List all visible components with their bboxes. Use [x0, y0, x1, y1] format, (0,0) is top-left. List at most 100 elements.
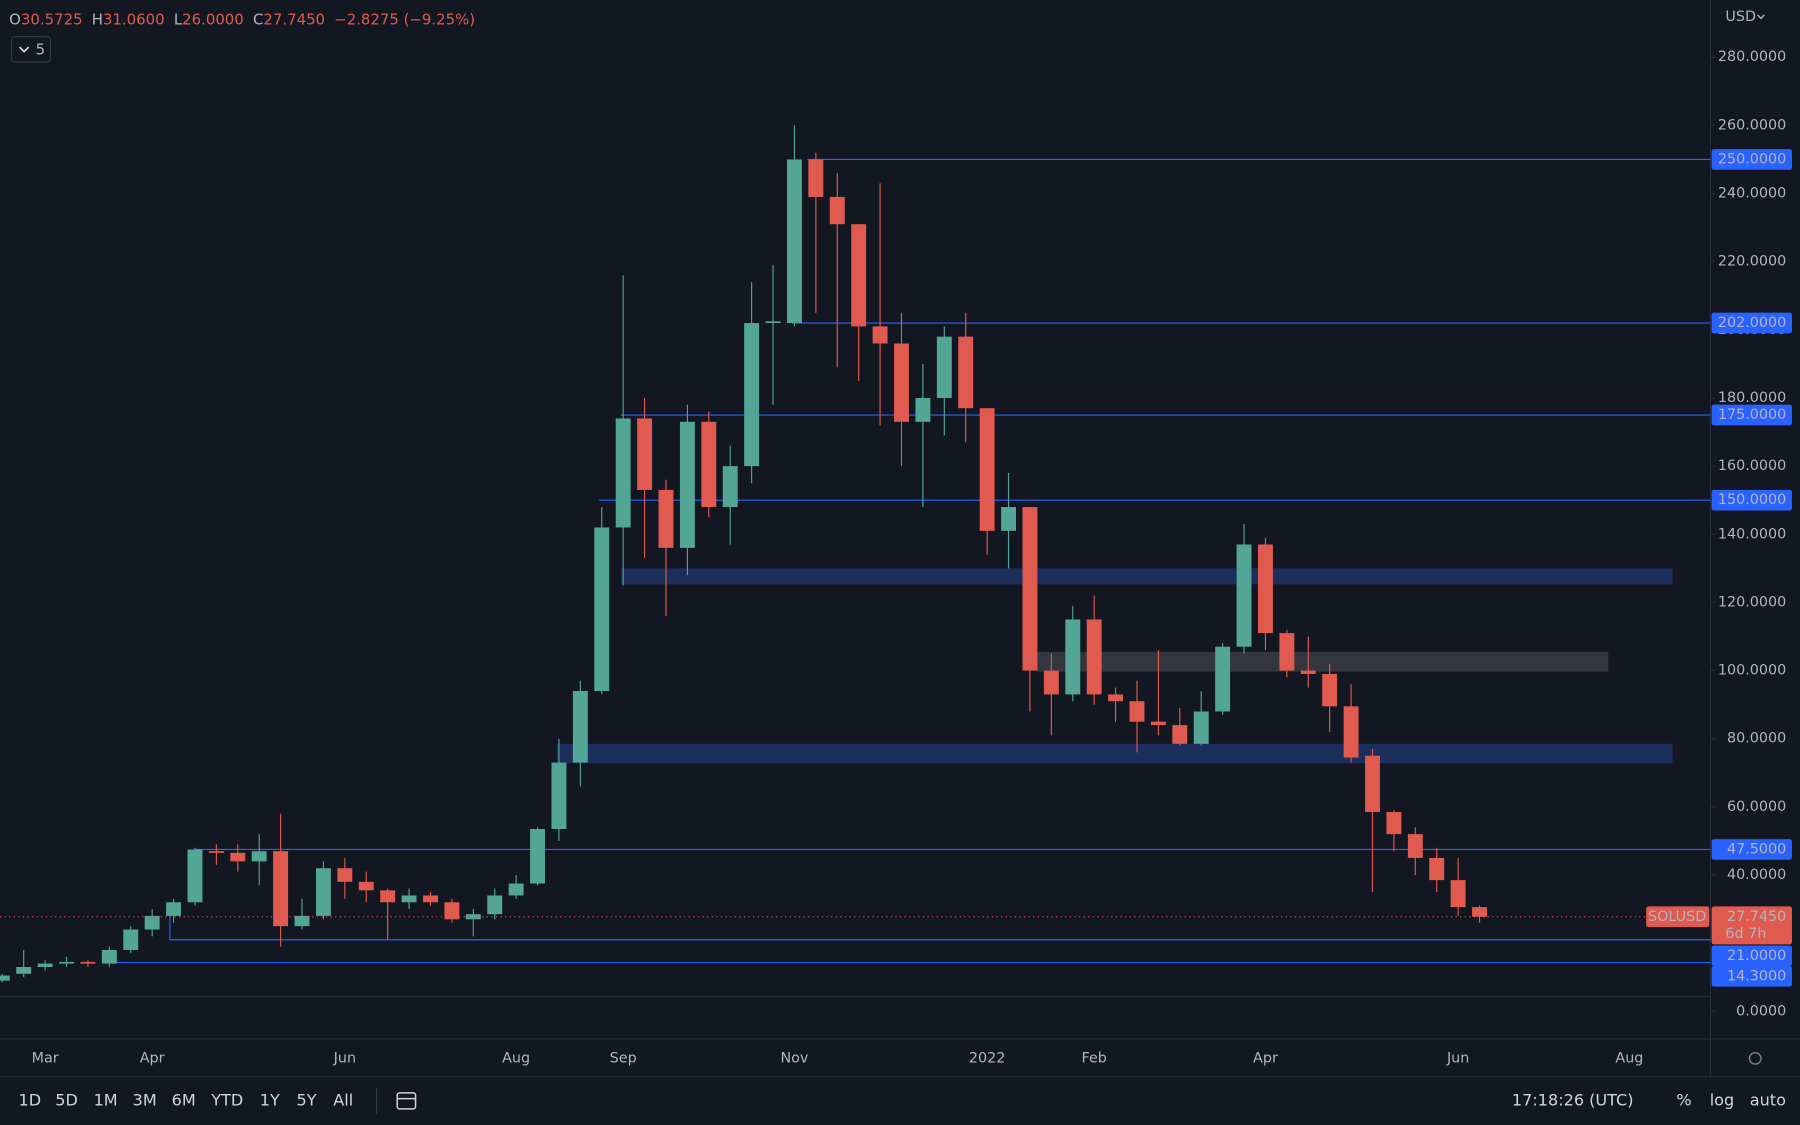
range-button[interactable]: 5D	[55, 1090, 78, 1109]
candle-body	[1215, 646, 1231, 712]
x-tick-label: Aug	[502, 1050, 530, 1066]
y-tick-label: 120.0000	[1718, 594, 1786, 610]
range-button[interactable]: 3M	[133, 1090, 157, 1109]
candle-body	[1001, 507, 1017, 531]
candle-body	[936, 336, 952, 398]
toolbar: 1D 5D 1M 3M 6M YTD 1Y 5Y All 17:18:26 (UTC)% log au…	[19, 1090, 1786, 1109]
range-button[interactable]: 6M	[172, 1090, 196, 1109]
candle-body	[530, 829, 545, 884]
candle-body	[59, 961, 74, 964]
level-tag-label: 202.0000	[1718, 315, 1786, 331]
candle-body	[1322, 673, 1338, 707]
candle-body	[1300, 670, 1316, 674]
candle-body	[1472, 907, 1488, 917]
candle-body	[658, 489, 674, 548]
candle-body	[786, 159, 802, 324]
zones	[556, 568, 1673, 764]
range-button[interactable]: 1M	[94, 1090, 118, 1109]
candle-body	[1172, 725, 1188, 744]
candle-body	[1129, 701, 1145, 722]
candle-body	[551, 762, 567, 830]
candle-body	[208, 851, 224, 853]
axes: 0.0000 40.0000 60.0000 80.0000 100.0000 120.0…	[32, 49, 1787, 1066]
candle-body	[851, 224, 867, 327]
candle-body	[230, 852, 246, 862]
zone	[621, 568, 1673, 585]
level-tag-label: 21.0000	[1727, 948, 1786, 964]
legend-value: 30.5725	[21, 11, 83, 29]
candle-body	[765, 321, 781, 324]
level-tag	[1711, 945, 1792, 967]
last-price-label: 27.7450	[1727, 909, 1786, 925]
candle-body	[166, 902, 182, 916]
candle-body	[744, 323, 760, 467]
candle-body	[123, 929, 139, 950]
range-button[interactable]: YTD	[210, 1090, 243, 1109]
candle-body	[1022, 507, 1038, 671]
x-tick-label: Apr	[140, 1050, 165, 1066]
scale-button[interactable]: log	[1710, 1090, 1735, 1109]
indicator-count: 5	[36, 41, 45, 59]
y-tick-label: 100.0000	[1718, 663, 1786, 679]
candle-body	[1150, 721, 1166, 726]
legend-key: L	[174, 11, 183, 29]
range-button[interactable]: 5Y	[296, 1090, 316, 1109]
indicator-toggle[interactable]	[10, 36, 52, 63]
candle-body	[444, 902, 460, 920]
legend-key: O	[9, 11, 21, 29]
candle-body	[1086, 619, 1102, 695]
candle-body	[37, 963, 53, 968]
candle-body	[144, 915, 160, 930]
levels	[109, 158, 1711, 964]
level-tag	[1711, 489, 1792, 511]
range-button[interactable]: 1D	[19, 1090, 42, 1109]
candle-body	[872, 326, 888, 344]
candle-body	[1193, 711, 1209, 744]
x-tick-label: 2022	[969, 1050, 1005, 1066]
candle-body	[1450, 880, 1466, 908]
y-tick-label: 220.0000	[1718, 254, 1786, 270]
level-tag-label: 250.0000	[1718, 151, 1786, 167]
candle-body	[615, 418, 631, 528]
candle-body	[979, 408, 995, 531]
x-tick-label: Jun	[333, 1050, 356, 1066]
legend-value: 26.0000	[182, 11, 244, 29]
range-button[interactable]: All	[333, 1090, 353, 1109]
symbol-tag-label: SOLUSD	[1648, 909, 1706, 925]
candle-body	[423, 895, 438, 903]
candle-body	[101, 949, 117, 964]
zone	[556, 743, 1673, 764]
candle-body	[16, 967, 32, 974]
scale-button[interactable]: auto	[1750, 1090, 1786, 1109]
candle-body	[829, 196, 845, 225]
y-tick-label: 60.0000	[1727, 799, 1786, 815]
scale-button[interactable]: %	[1676, 1090, 1691, 1109]
candles	[0, 125, 1488, 983]
settings-icon[interactable]	[1748, 1051, 1762, 1065]
candle-body	[508, 883, 524, 896]
candle-body	[1108, 694, 1124, 702]
currency[interactable]: USD	[1725, 9, 1756, 25]
level-tag	[1711, 312, 1792, 334]
candle-body	[401, 895, 417, 903]
level-tag	[1711, 149, 1792, 170]
candle-body	[1257, 544, 1273, 634]
candle-body	[1065, 619, 1081, 695]
symbol-tag	[1646, 906, 1710, 928]
range-button[interactable]: 1Y	[260, 1090, 280, 1109]
candle-body	[380, 890, 396, 903]
x-tick-label: Jun	[1446, 1050, 1469, 1066]
candle-body	[1043, 670, 1059, 695]
y-tick-label: 40.0000	[1727, 867, 1786, 883]
y-tick-label: 80.0000	[1727, 731, 1786, 747]
x-tick-label: Nov	[780, 1050, 808, 1066]
legend-key: C	[253, 11, 263, 29]
candle-body	[1386, 811, 1402, 835]
level-tag	[1711, 839, 1792, 860]
y-tick-label: 180.0000	[1718, 390, 1786, 406]
candle-body	[294, 915, 310, 927]
date-range-icon[interactable]	[396, 1092, 417, 1110]
candle-body	[958, 336, 974, 409]
